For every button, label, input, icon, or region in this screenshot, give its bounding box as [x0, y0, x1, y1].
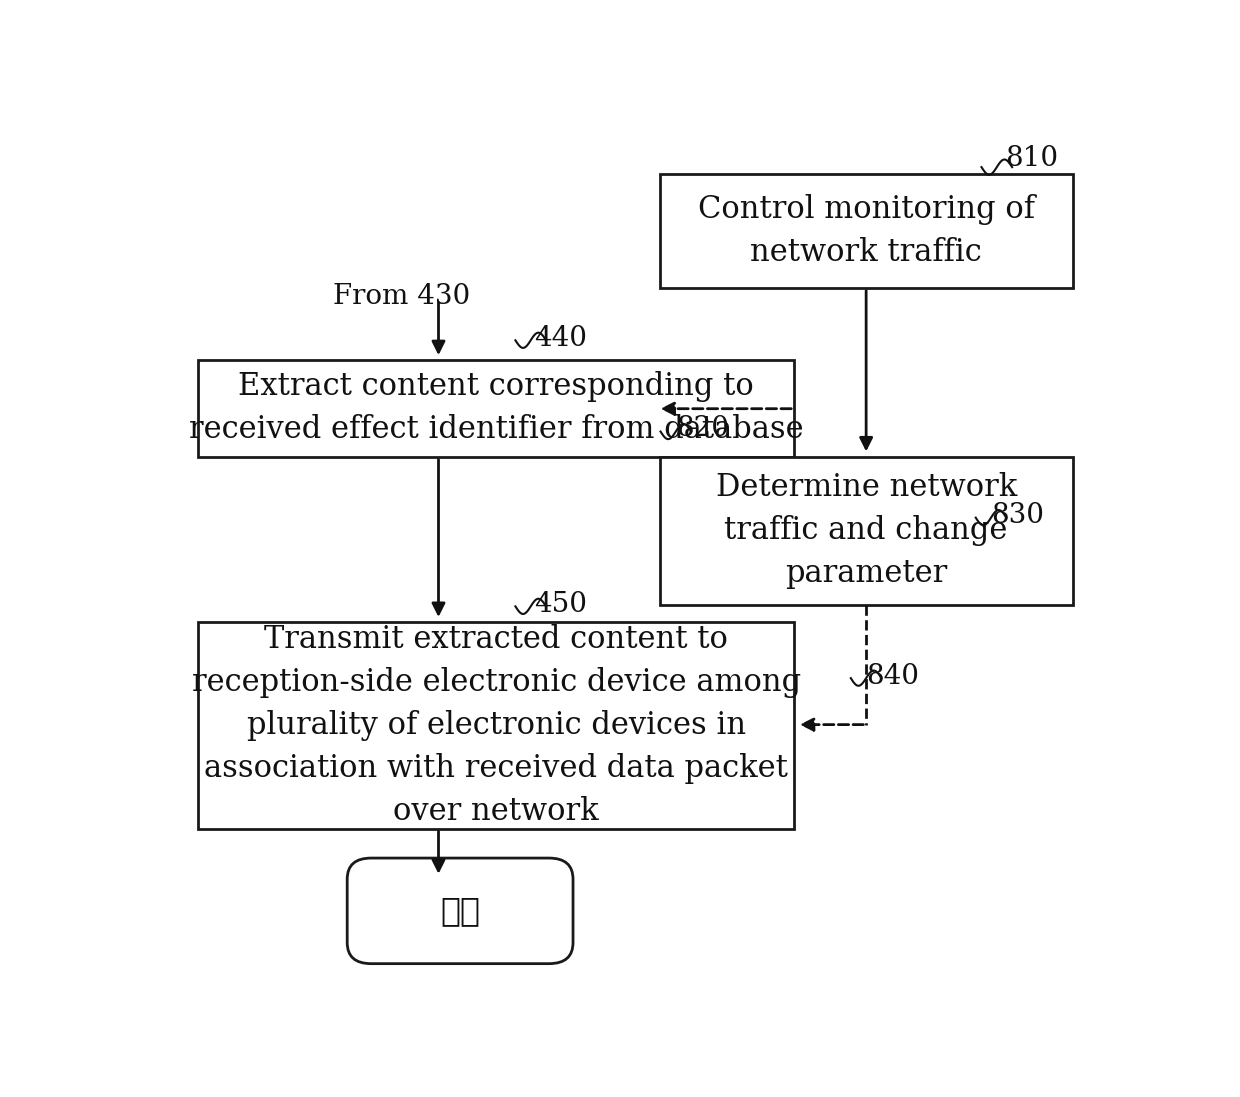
Text: 440: 440 — [534, 325, 588, 352]
FancyBboxPatch shape — [198, 360, 794, 456]
Text: 830: 830 — [991, 502, 1044, 530]
Text: 820: 820 — [676, 416, 729, 442]
Text: Determine network
traffic and change
parameter: Determine network traffic and change par… — [715, 472, 1017, 589]
Text: 450: 450 — [534, 591, 588, 619]
Text: Transmit extracted content to
reception-side electronic device among
plurality o: Transmit extracted content to reception-… — [192, 623, 801, 826]
FancyBboxPatch shape — [198, 622, 794, 828]
Text: Extract content corresponding to
received effect identifier from database: Extract content corresponding to receive… — [188, 371, 804, 445]
FancyBboxPatch shape — [660, 174, 1073, 287]
FancyBboxPatch shape — [347, 858, 573, 963]
Text: Control monitoring of
network traffic: Control monitoring of network traffic — [698, 194, 1034, 268]
Text: 840: 840 — [866, 663, 919, 690]
FancyBboxPatch shape — [660, 456, 1073, 604]
Text: 終了: 終了 — [440, 895, 480, 927]
Text: 810: 810 — [1006, 145, 1059, 172]
Text: From 430: From 430 — [332, 283, 470, 309]
